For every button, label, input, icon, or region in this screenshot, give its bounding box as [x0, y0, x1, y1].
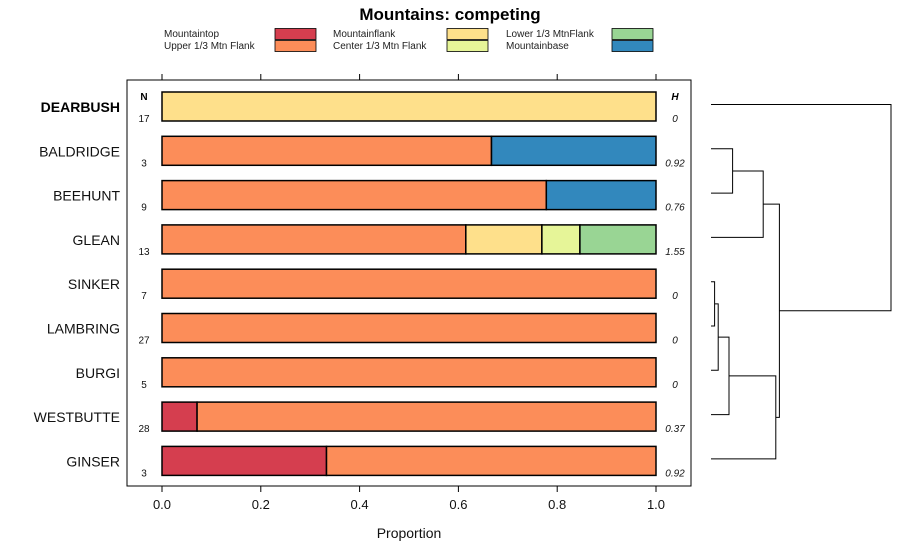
legend-label-lower-1-3-mtnflank: Lower 1/3 MtnFlank [506, 29, 595, 40]
n-value: 27 [138, 336, 150, 347]
bar-segment-upper-1-3-mtn-flank [161, 135, 493, 167]
x-tick-label: 0.8 [548, 497, 566, 512]
chart-title: Mountains: competing [359, 5, 540, 24]
x-tick-label: 0.6 [449, 497, 467, 512]
bar-segment-upper-1-3-mtn-flank [161, 179, 548, 211]
row-glean: GLEAN 13 1.55 [73, 224, 685, 258]
x-tick-label: 0.2 [252, 497, 270, 512]
row-label: BEEHUNT [53, 188, 120, 204]
n-value: 13 [138, 247, 150, 258]
bar-segment-upper-1-3-mtn-flank [161, 312, 657, 344]
row-westbutte: WESTBUTTE 28 0.37 [34, 401, 685, 435]
row-sinker: SINKER 7 0 [68, 268, 678, 302]
legend-label-mountaintop: Mountaintop [164, 29, 219, 40]
row-label: DEARBUSH [41, 99, 120, 115]
dendrogram-branch [711, 104, 892, 312]
bar-segment-upper-1-3-mtn-flank [325, 445, 657, 477]
bar-segment-mountainbase [490, 135, 657, 167]
row-label: WESTBUTTE [34, 409, 120, 425]
bar-segment-mountainflank [161, 91, 657, 122]
x-tick-label: 0.4 [351, 497, 369, 512]
row-baldridge: BALDRIDGE 3 0.92 [39, 135, 685, 169]
legend-swatch-mountaintop [274, 28, 317, 40]
bar-rows: DEARBUSH 17 0 BALDRIDGE 3 0.92 BEEHUNT 9 0.76 GLE… [34, 91, 685, 479]
h-value: 0.76 [665, 203, 685, 214]
legend-label-upper-1-3-mtn-flank: Upper 1/3 Mtn Flank [164, 41, 256, 52]
dendrogram-branch [711, 148, 734, 194]
dendrogram-branch [711, 281, 716, 327]
legend-label-mountainflank: Mountainflank [333, 29, 396, 40]
n-value: 17 [138, 114, 150, 125]
h-value: 0 [672, 114, 678, 125]
legend-swatch-mountainbase [611, 40, 654, 52]
h-value: 0 [672, 336, 678, 347]
legend-swatch-center-1-3-mtn-flank [446, 40, 489, 52]
bar-segment-upper-1-3-mtn-flank [161, 268, 657, 299]
bar-segment-mountainflank [465, 224, 543, 255]
bar-segment-upper-1-3-mtn-flank [196, 401, 657, 432]
dendrogram-branch [763, 203, 780, 418]
row-label: GINSER [66, 453, 120, 469]
h-value: 0 [672, 291, 678, 302]
row-label: LAMBRING [47, 321, 120, 337]
legend-swatch-lower-1-3-mtnflank [611, 28, 654, 40]
row-ginser: GINSER 3 0.92 [66, 445, 685, 479]
h-value: 0.37 [665, 424, 685, 435]
row-label: BURGI [76, 365, 120, 381]
h-value: 0.92 [665, 158, 685, 169]
h-value: 0.92 [665, 468, 685, 479]
dendrogram-branch [711, 375, 777, 460]
x-axis-title: Proportion [377, 525, 442, 541]
n-column-header: N [140, 92, 147, 103]
bar-segment-upper-1-3-mtn-flank [161, 357, 657, 388]
x-tick-label: 0.0 [153, 497, 171, 512]
row-lambring: LAMBRING 27 0 [47, 312, 678, 347]
bar-segment-upper-1-3-mtn-flank [161, 224, 467, 255]
bar-segment-center-1-3-mtn-flank [541, 224, 581, 255]
row-dearbush: DEARBUSH 17 0 [41, 91, 678, 125]
bar-segment-mountainbase [545, 179, 657, 211]
n-value: 28 [138, 424, 150, 435]
row-label: BALDRIDGE [39, 143, 120, 159]
h-value: 0 [672, 380, 678, 391]
bar-segment-mountaintop [161, 401, 198, 432]
n-value: 5 [141, 380, 147, 391]
x-axis: 0.0 0.2 0.4 0.6 0.8 1.0 [153, 74, 665, 512]
n-value: 9 [141, 203, 147, 214]
dendrogram [711, 104, 892, 460]
row-label: SINKER [68, 276, 120, 292]
legend-swatch-mountainflank [446, 28, 489, 40]
n-value: 3 [141, 158, 147, 169]
legend-label-mountainbase: Mountainbase [506, 41, 569, 52]
n-value: 7 [141, 291, 147, 302]
bar-segment-mountaintop [161, 445, 328, 477]
row-burgi: BURGI 5 0 [76, 357, 678, 391]
legend-label-center-1-3-mtn-flank: Center 1/3 Mtn Flank [333, 41, 427, 52]
h-value: 1.55 [665, 247, 685, 258]
row-label: GLEAN [73, 232, 120, 248]
x-tick-label: 1.0 [647, 497, 665, 512]
row-beehunt: BEEHUNT 9 0.76 [53, 179, 685, 214]
n-value: 3 [141, 468, 147, 479]
legend-swatch-upper-1-3-mtn-flank [274, 40, 317, 52]
bar-segment-lower-1-3-mtnflank [579, 224, 657, 255]
h-column-header: H [671, 92, 679, 103]
dendrogram-branch [711, 336, 730, 416]
dendrogram-branch [711, 170, 764, 238]
plot-frame [126, 79, 692, 487]
